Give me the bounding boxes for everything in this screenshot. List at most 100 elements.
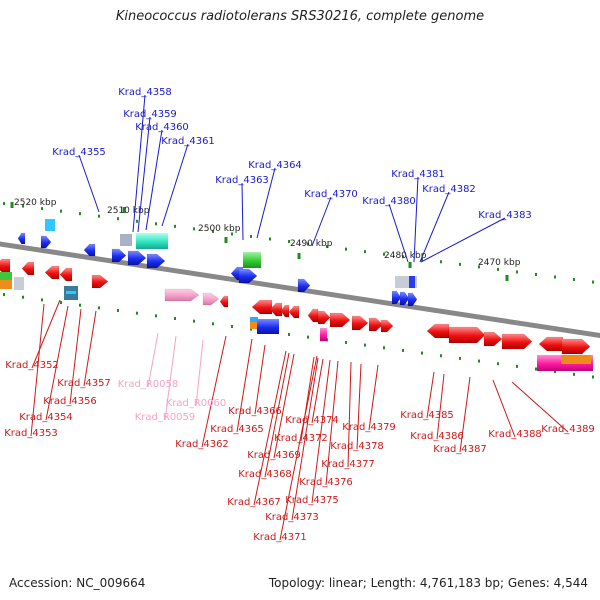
gene-arrow [40, 235, 52, 249]
map-title: Kineococcus radiotolerans SRS30216, comp… [115, 9, 485, 24]
gene-arrow [307, 308, 319, 323]
gene-label-bottom: Krad_4354 [19, 412, 73, 423]
leader-line [368, 364, 379, 431]
leader-line [511, 381, 569, 433]
feature-block [250, 322, 258, 329]
gene-arrow [146, 253, 166, 269]
feature-block [0, 280, 12, 289]
leader-line [388, 203, 409, 263]
leader-line [436, 373, 445, 440]
gene-label-bottom: Krad_4365 [210, 424, 264, 435]
gene-label-bottom: Krad_4368 [238, 469, 292, 480]
leader-line [325, 360, 339, 486]
gene-arrow [269, 302, 283, 317]
leader-line [459, 376, 471, 453]
gene-label-bottom: Krad_4367 [227, 497, 281, 508]
gene-label-bottom: Krad_4378 [330, 441, 384, 452]
gene-label-top: Krad_4382 [422, 184, 476, 195]
gene-arrow [329, 312, 351, 328]
gene-label-top: Krad_4358 [118, 87, 172, 98]
leader-line [311, 358, 324, 424]
leader-line [311, 196, 332, 247]
gene-label-top: Krad_4383 [478, 210, 532, 221]
leader-line [45, 305, 69, 421]
gene-label-bottom: Krad_4372 [274, 433, 328, 444]
feature-block [257, 319, 279, 334]
feature-block [320, 328, 327, 341]
gene-arrow [368, 317, 384, 332]
leader-line [253, 350, 287, 506]
gene-label-bottom: Krad_4374 [285, 415, 339, 426]
leader-line [254, 344, 266, 415]
leader-line [311, 359, 331, 504]
gene-arrow [351, 315, 369, 331]
leader-line [161, 143, 189, 227]
gene-arrow [0, 258, 11, 273]
scale-label: 2500 kbp [198, 224, 241, 234]
leader-line [264, 352, 290, 478]
gene-label-bottom: Krad_4385 [400, 410, 454, 421]
feature-block [243, 252, 261, 268]
gene-label-top: Krad_4355 [52, 147, 106, 158]
accession-text: Accession: NC_009664 [9, 576, 146, 590]
feature-block [0, 272, 12, 281]
feature-block [45, 219, 55, 231]
leader-line [145, 129, 163, 231]
gene-arrow [111, 248, 127, 263]
gene-label-top: Krad_4363 [215, 175, 269, 186]
gene-arrow [91, 274, 109, 289]
leader-line [78, 154, 100, 213]
gene-arrow [538, 336, 564, 352]
gene-arrow [483, 331, 503, 347]
gene-arrow [83, 243, 96, 257]
gene-label-bottom: Krad_4371 [253, 532, 307, 543]
scale-label: 2520 kbp [14, 198, 57, 208]
leader-line [419, 191, 450, 263]
gene-arrow [391, 290, 402, 305]
leader-line [492, 379, 516, 438]
gene-label-bottom: Krad_4362 [175, 439, 229, 450]
gene-arrow [399, 291, 410, 306]
gene-label-top: Krad_4381 [391, 169, 445, 180]
gene-arrow [380, 319, 394, 333]
gene-label-bottom: Krad_4369 [247, 450, 301, 461]
gene-label-bottom: Krad_4352 [5, 360, 59, 371]
leader-line [201, 335, 227, 448]
gene-label-bottom: Krad_4388 [488, 429, 542, 440]
leader-line [164, 335, 177, 421]
gene-arrow [44, 265, 60, 280]
gene-arrow [17, 232, 26, 245]
gene-arrow [280, 304, 290, 318]
leader-line [31, 299, 61, 369]
gene-label-bottom: Krad_4389 [541, 424, 595, 435]
gene-arrow [317, 310, 331, 325]
leader-line [236, 338, 253, 433]
gene-label-bottom: Krad_4356 [43, 396, 97, 407]
topology-text: Topology: linear; Length: 4,761,183 bp; … [268, 576, 588, 590]
gene-label-top: Krad_4361 [161, 136, 215, 147]
leader-line [137, 116, 151, 233]
feature-block [409, 276, 415, 288]
feature-block [66, 291, 76, 294]
gene-label-bottom: Krad_4353 [4, 428, 58, 439]
feature-block [561, 355, 591, 364]
feature-block [250, 317, 258, 326]
gene-label-top: Krad_4380 [362, 196, 416, 207]
gene-label-bottom: Krad_4376 [299, 477, 353, 488]
gene-arrow [219, 295, 229, 308]
leader-line [300, 356, 315, 442]
gene-label-bottom: Krad_4386 [410, 431, 464, 442]
gene-label-top: Krad_4364 [248, 160, 302, 171]
rna-arrow [202, 292, 220, 306]
leader-line [83, 310, 97, 387]
gene-label-rna: Krad_R0058 [118, 379, 179, 390]
leader-line [30, 303, 45, 437]
gene-label-bottom: Krad_4387 [433, 444, 487, 455]
rna-arrow [164, 288, 200, 302]
gene-arrow [448, 326, 486, 344]
gene-label-rna: Krad_R0059 [135, 412, 196, 423]
feature-block [136, 233, 168, 249]
leader-line [347, 361, 352, 468]
leader-line [132, 94, 146, 233]
